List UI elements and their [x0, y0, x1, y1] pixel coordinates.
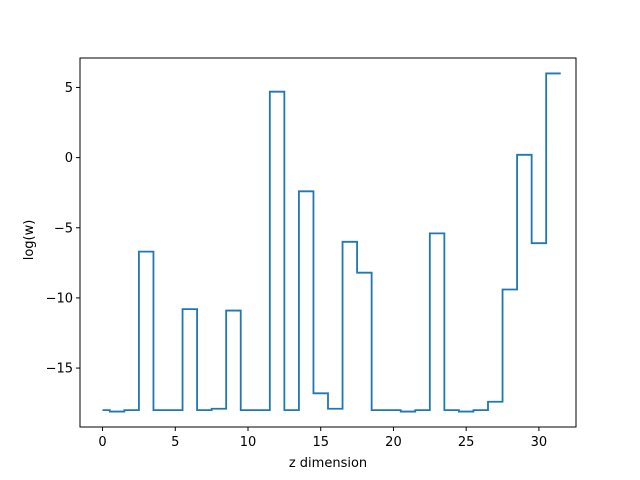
- x-tick-label: 30: [531, 435, 548, 450]
- y-tick-label: −10: [46, 291, 73, 306]
- x-tick-label: 0: [98, 435, 106, 450]
- y-tick-label: 5: [65, 81, 73, 96]
- y-tick-label: −5: [54, 221, 73, 236]
- plot-area: [79, 57, 577, 428]
- series-line: [102, 72, 561, 413]
- y-axis-ticks: −15 −10 −5 0 5: [46, 81, 80, 377]
- x-tick-label: 15: [312, 435, 329, 450]
- x-axis-label: z dimension: [289, 456, 367, 471]
- y-tick-label: −15: [46, 362, 73, 377]
- y-axis-label: log(w): [22, 220, 37, 261]
- x-tick-label: 20: [385, 435, 402, 450]
- x-axis-ticks: 0 5 10 15 20 25 30: [98, 427, 547, 450]
- x-tick-label: 10: [240, 435, 257, 450]
- x-tick-label: 25: [458, 435, 475, 450]
- y-tick-label: 0: [65, 151, 73, 166]
- x-tick-label: 5: [171, 435, 179, 450]
- axes-frame: [79, 57, 577, 428]
